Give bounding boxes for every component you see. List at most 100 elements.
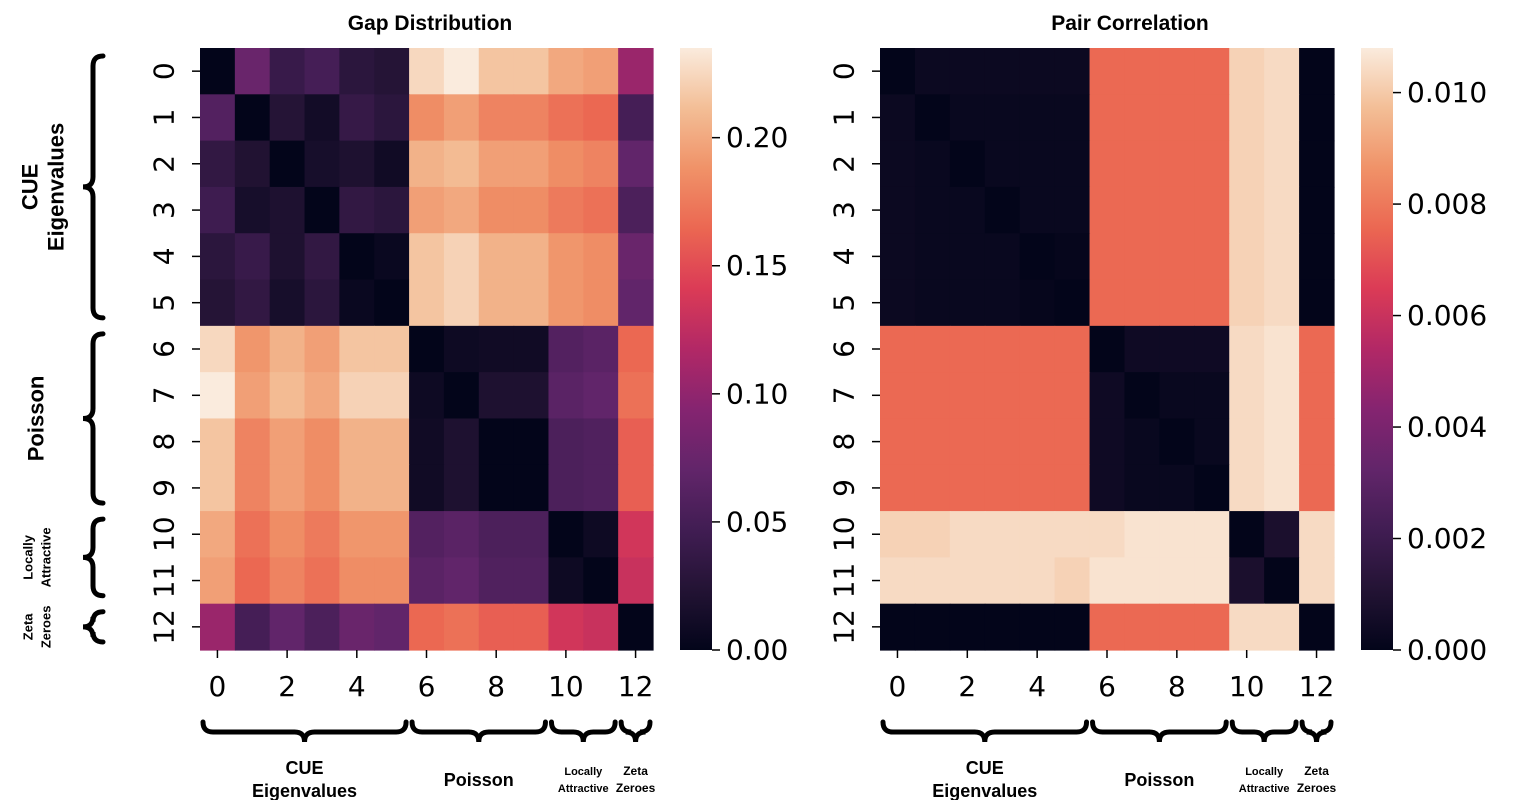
heatmap-cell [234, 603, 271, 651]
heatmap-cell [1264, 186, 1300, 234]
x-tick-label: 4 [348, 670, 366, 703]
heatmap-cell [880, 140, 916, 188]
heatmap-cell [914, 325, 951, 373]
heatmap-cell [409, 464, 445, 512]
heatmap-cell [1194, 603, 1230, 651]
heatmap-cell [914, 603, 951, 651]
heatmap-cell [1229, 279, 1265, 327]
heatmap-cell [984, 325, 1021, 373]
heatmap-cell [1054, 464, 1091, 512]
heatmap-cell [914, 372, 951, 420]
row-group-label: Poisson [24, 376, 49, 462]
heatmap-cell [513, 140, 550, 188]
heatmap-cell [1264, 48, 1300, 95]
col-group-brace [548, 719, 618, 743]
heatmap-cell [949, 511, 986, 558]
heatmap-cell [304, 325, 340, 373]
heatmap-cell [1054, 511, 1091, 558]
heatmap-cell [200, 325, 236, 373]
heatmap-cell [1054, 557, 1091, 605]
heatmap-cell [1124, 325, 1160, 373]
heatmap-cell [1019, 233, 1056, 281]
heatmap-cell [339, 511, 375, 558]
heatmap-cell [914, 279, 951, 327]
heatmap-cell [914, 94, 951, 142]
heatmap-cell [1019, 186, 1056, 234]
row-group-brace [82, 331, 106, 506]
heatmap-cell [339, 279, 375, 327]
heatmap-cell [269, 511, 306, 558]
heatmap-cell [949, 325, 986, 373]
heatmap-cell [880, 186, 916, 234]
heatmap-cell [374, 372, 410, 420]
heatmap-cell [304, 279, 340, 327]
heatmap-cell [949, 140, 986, 188]
heatmap-cell [949, 372, 986, 420]
heatmap-cell [1299, 418, 1335, 466]
heatmap-cell [1159, 464, 1195, 512]
heatmap-cell [200, 372, 236, 420]
col-group-label: Zeta [623, 764, 648, 778]
heatmap-cell [949, 464, 986, 512]
heatmap-cell [1299, 511, 1335, 558]
heatmap-cell [1299, 464, 1335, 512]
heatmap-cell [1229, 186, 1265, 234]
y-tick-label: 9 [828, 479, 861, 497]
heatmap-cell [1089, 94, 1126, 142]
row-group-label-line2: Eigenvalues [44, 123, 69, 251]
heatmap-cell [1299, 372, 1335, 420]
heatmap-cell [1159, 48, 1195, 95]
heatmap-cell [200, 464, 236, 512]
heatmap-cell [1194, 48, 1230, 95]
heatmap-cell [914, 140, 951, 188]
heatmap-cell [618, 603, 654, 651]
heatmap-cell [234, 48, 271, 95]
heatmap-cell [234, 186, 271, 234]
heatmap-cell [880, 94, 916, 142]
heatmap-cell [1159, 418, 1195, 466]
heatmap-cell [1124, 186, 1160, 234]
col-group-label: CUE [286, 758, 324, 778]
heatmap-cell [1054, 140, 1091, 188]
heatmap-cell [583, 186, 619, 234]
heatmap-cell [1019, 94, 1056, 142]
heatmap-cell [949, 233, 986, 281]
heatmap-cell [1159, 140, 1195, 188]
y-tick-label: 10 [148, 516, 181, 552]
heatmap-cell [409, 325, 445, 373]
heatmap-cell [880, 557, 916, 605]
heatmap-cell [478, 325, 515, 373]
heatmap-cell [1124, 511, 1160, 558]
col-group-label-line2: Attractive [1239, 783, 1290, 795]
x-tick-label: 0 [209, 670, 227, 703]
row-group-brace [82, 609, 106, 645]
heatmap-cell [1264, 464, 1300, 512]
heatmap-cell [409, 233, 445, 281]
heatmap-cell [1229, 511, 1265, 558]
heatmap-cell [1019, 48, 1056, 95]
heatmap-cell [513, 511, 550, 558]
col-group-brace [880, 719, 1090, 743]
heatmap-cell [304, 511, 340, 558]
row-group-label-line2: Zeroes [39, 606, 54, 649]
heatmap-cell [478, 140, 515, 188]
heatmap-cell [1194, 557, 1230, 605]
heatmap-cell [1124, 279, 1160, 327]
heatmap-cell [513, 603, 550, 651]
heatmap-cell [234, 372, 271, 420]
heatmap-cell [1229, 557, 1265, 605]
heatmap-cell [374, 94, 410, 142]
heatmap-cell [1229, 418, 1265, 466]
y-tick-label: 1 [828, 109, 861, 127]
y-tick-label: 0 [148, 62, 181, 80]
heatmap-cell [478, 418, 515, 466]
heatmap-cell [374, 325, 410, 373]
heatmap-cell [200, 279, 236, 327]
heatmap-cell [1054, 603, 1091, 651]
heatmap-cell [513, 325, 550, 373]
col-group-label: Zeta [1304, 764, 1329, 778]
heatmap-cell [269, 418, 306, 466]
heatmap-cell [200, 48, 236, 95]
heatmap-cell [1194, 233, 1230, 281]
